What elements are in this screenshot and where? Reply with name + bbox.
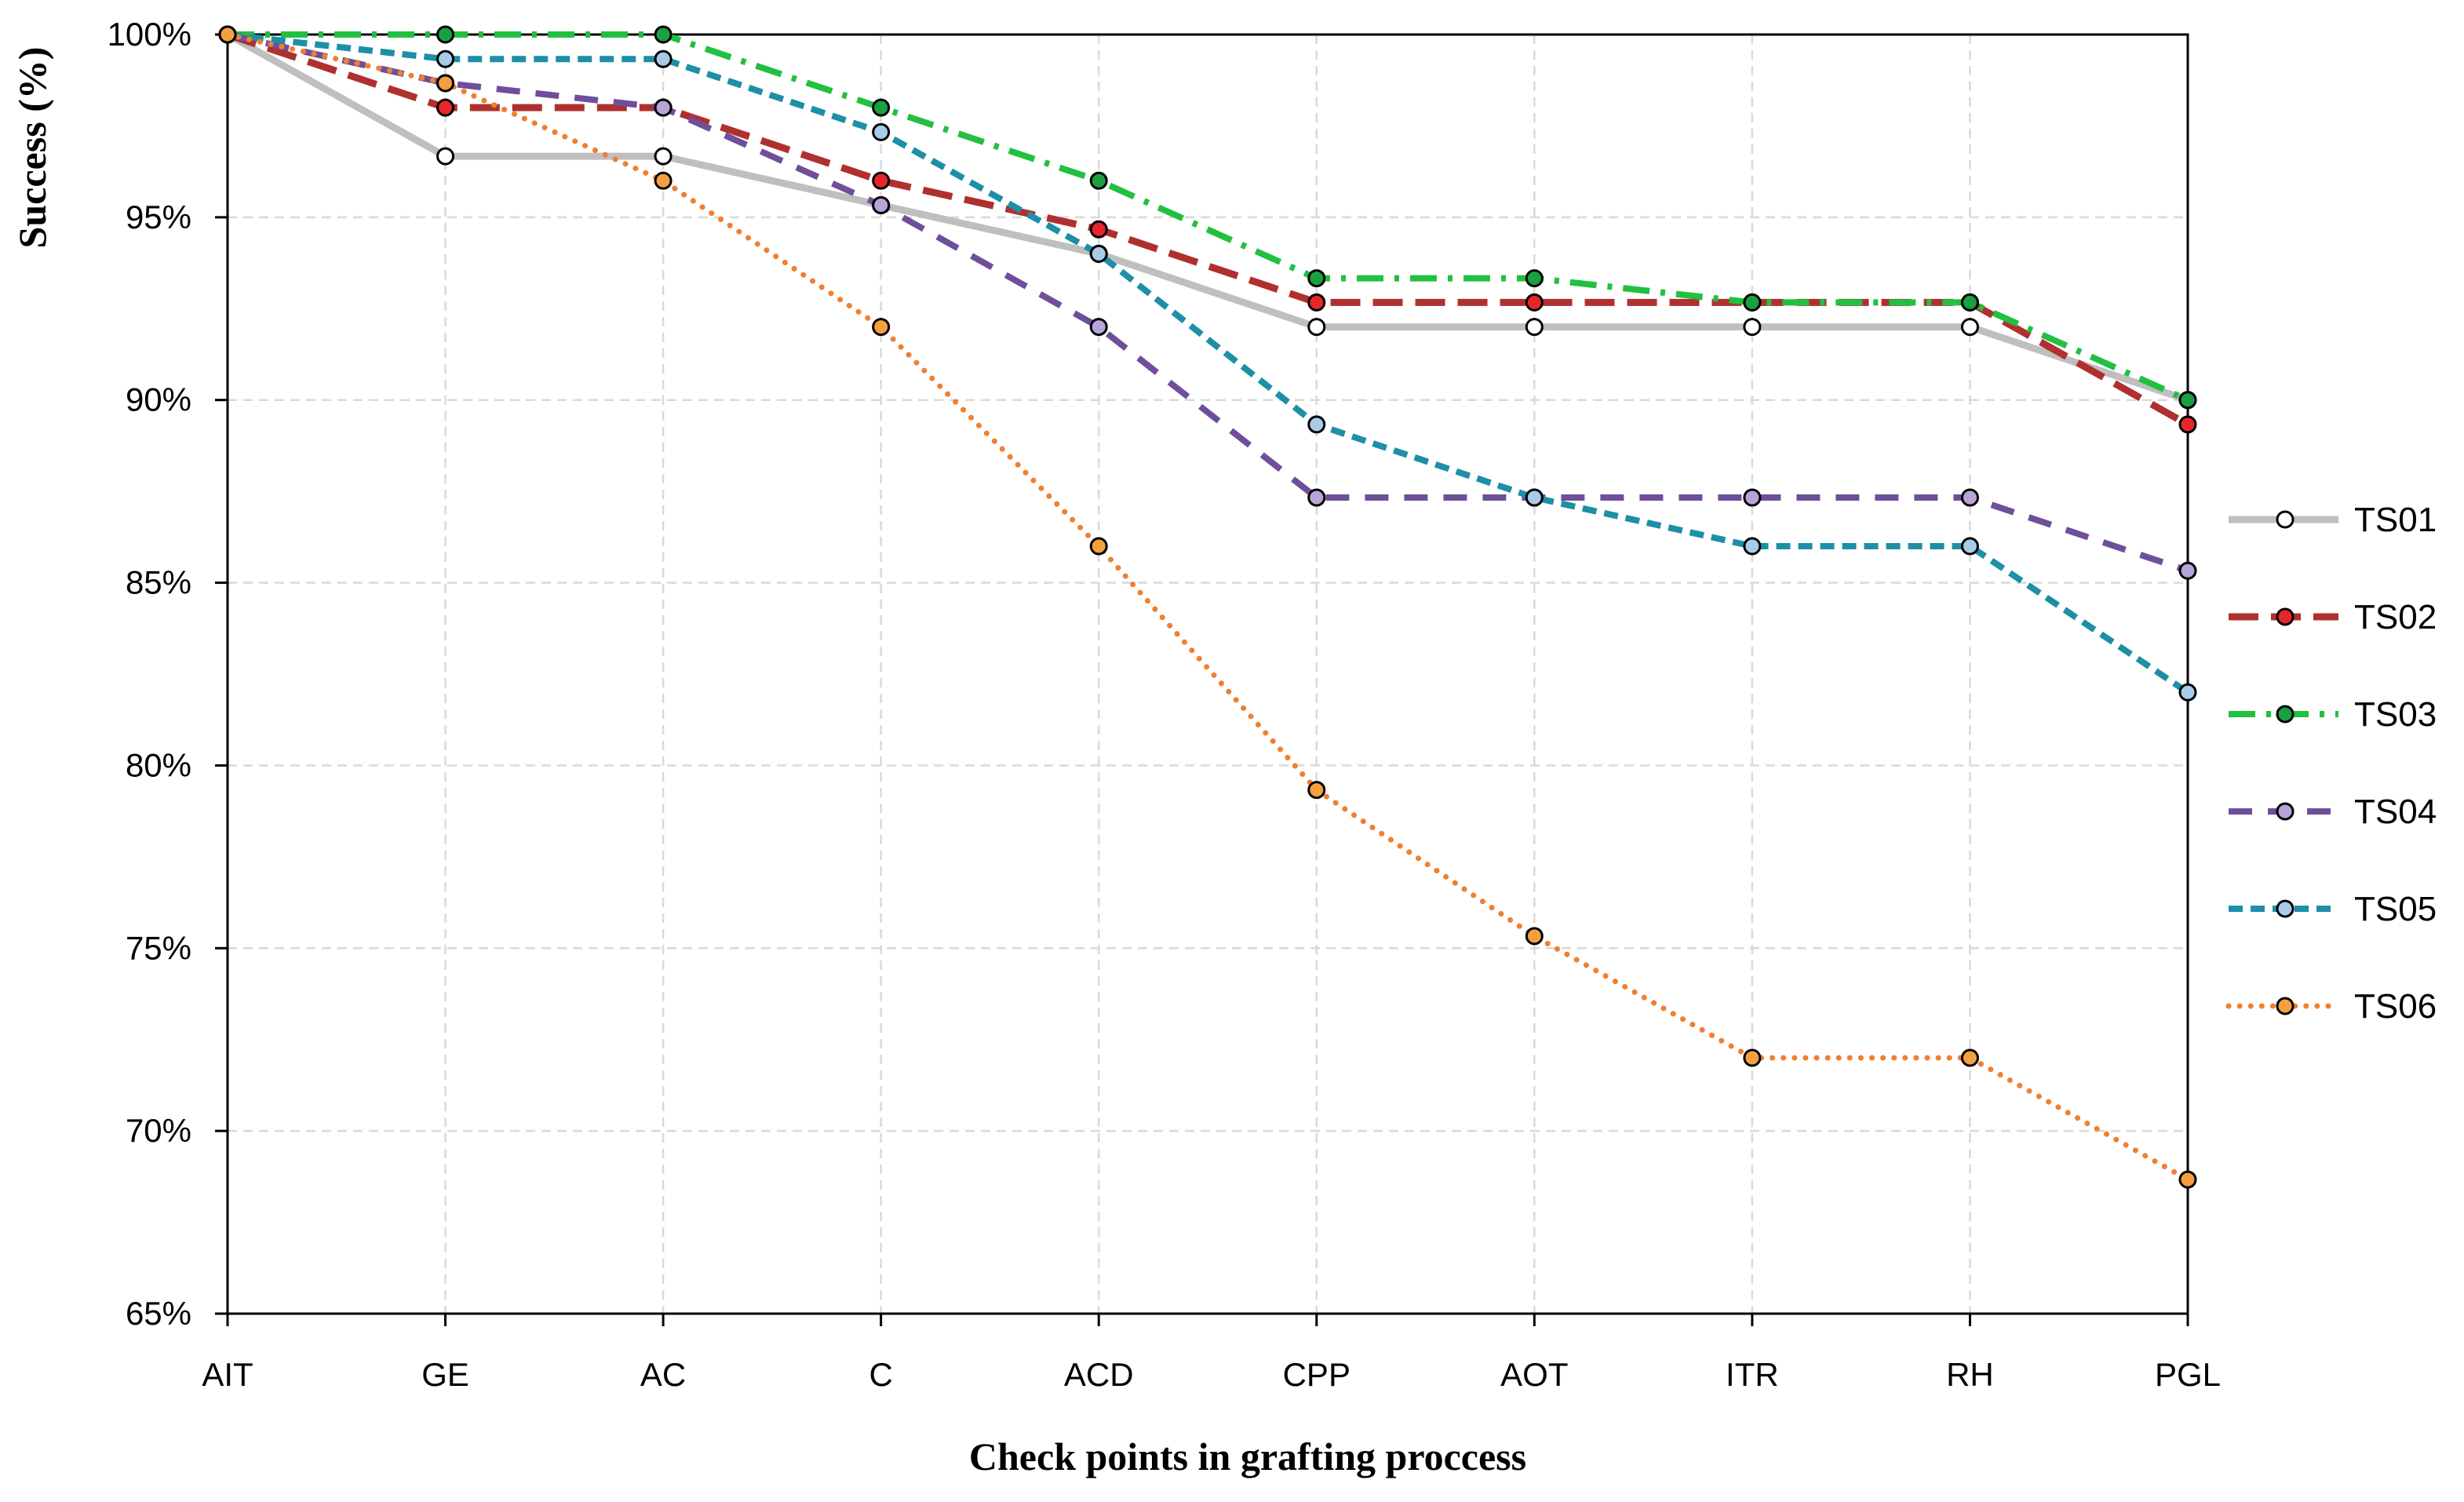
legend: TS01 TS02 TS03 TS04 TS05 TS06	[2225, 501, 2437, 1026]
x-tick-label: GE	[421, 1356, 469, 1393]
data-point-ts01	[1743, 318, 1762, 337]
data-point-ts02	[1307, 293, 1326, 312]
data-point-ts03	[1089, 171, 1108, 190]
data-point-ts06	[1525, 927, 1544, 946]
x-tick-label: C	[869, 1356, 892, 1393]
data-point-ts06	[2178, 1170, 2197, 1189]
data-point-ts04	[1743, 488, 1762, 507]
x-tick-label: AIT	[202, 1356, 253, 1393]
y-axis-ticks: 65% 70% 75% 80% 85% 90% 95% 100%	[108, 16, 228, 1332]
data-point-ts02	[436, 98, 455, 117]
x-tick-label: AC	[640, 1356, 686, 1393]
x-tick-label: ITR	[1726, 1356, 1779, 1393]
data-point-ts05	[654, 49, 672, 68]
data-point-ts02	[2178, 415, 2197, 434]
data-point-ts06	[1307, 781, 1326, 800]
data-point-ts04	[654, 98, 672, 117]
y-tick-label: 65%	[126, 1295, 191, 1332]
data-point-ts03	[654, 25, 672, 44]
data-point-ts03	[2178, 391, 2197, 410]
data-point-ts01	[1307, 318, 1326, 337]
y-tick-label: 90%	[126, 381, 191, 418]
y-tick-label: 80%	[126, 746, 191, 783]
data-point-ts03	[1743, 293, 1762, 312]
data-point-ts04	[872, 195, 891, 214]
data-point-ts06	[872, 318, 891, 337]
data-point-ts06	[1743, 1048, 1762, 1067]
series-markers	[218, 25, 2197, 1189]
data-point-ts05	[1089, 244, 1108, 263]
data-point-ts04	[2178, 561, 2197, 580]
data-point-ts06	[218, 25, 237, 44]
data-point-ts06	[436, 74, 455, 93]
data-point-ts04	[1960, 488, 1979, 507]
data-point-ts03	[1525, 269, 1544, 288]
data-point-ts05	[2178, 683, 2197, 702]
data-point-ts06	[654, 171, 672, 190]
data-point-ts05	[1743, 537, 1762, 556]
data-point-ts01	[436, 147, 455, 166]
data-point-ts02	[1525, 293, 1544, 312]
data-point-ts03	[436, 25, 455, 44]
gridlines	[228, 35, 2188, 1314]
data-point-ts04	[1307, 488, 1326, 507]
legend-label-ts05: TS05	[2354, 890, 2437, 928]
data-point-ts05	[1960, 537, 1979, 556]
legend-label-ts01: TS01	[2354, 501, 2437, 539]
x-tick-label: CPP	[1283, 1356, 1350, 1393]
y-tick-label: 100%	[108, 16, 191, 53]
series-line-ts04	[227, 31, 2189, 574]
data-point-ts03	[1307, 269, 1326, 288]
legend-marker-ts01	[2276, 510, 2295, 529]
y-tick-label: 70%	[126, 1112, 191, 1149]
legend-marker-ts04	[2276, 802, 2295, 821]
legend-label-ts02: TS02	[2354, 598, 2437, 636]
data-point-ts06	[1960, 1048, 1979, 1067]
legend-marker-ts02	[2276, 607, 2295, 626]
data-point-ts05	[436, 49, 455, 68]
series-line-ts03	[228, 31, 2189, 403]
data-point-ts01	[654, 147, 672, 166]
x-tick-label: ACD	[1064, 1356, 1134, 1393]
data-point-ts06	[1089, 537, 1108, 556]
x-axis-title: Check points in grafting proccess	[969, 1435, 1526, 1478]
x-tick-label: RH	[1946, 1356, 1994, 1393]
plot-area-frame	[226, 33, 2189, 1315]
x-tick-label: AOT	[1500, 1356, 1568, 1393]
y-tick-label: 95%	[126, 199, 191, 235]
data-point-ts05	[872, 122, 891, 141]
x-tick-label: PGL	[2155, 1356, 2221, 1393]
x-axis-ticks: AIT GE AC C ACD CPP AOT ITR RH PGL	[202, 1314, 2221, 1393]
legend-label-ts04: TS04	[2354, 793, 2437, 831]
legend-marker-ts05	[2276, 899, 2295, 918]
y-tick-label: 75%	[126, 929, 191, 966]
data-point-ts01	[1525, 318, 1544, 337]
y-tick-label: 85%	[126, 564, 191, 601]
series-line-ts01	[225, 31, 2189, 403]
data-point-ts01	[1960, 318, 1979, 337]
legend-label-ts03: TS03	[2354, 695, 2437, 734]
data-point-ts02	[872, 171, 891, 190]
data-point-ts02	[1089, 220, 1108, 239]
data-point-ts03	[872, 98, 891, 117]
series-line-ts06	[224, 31, 2191, 1183]
legend-marker-ts06	[2276, 997, 2295, 1015]
data-point-ts03	[1960, 293, 1979, 312]
y-axis-title: Success (%)	[10, 47, 54, 249]
series-lines	[224, 31, 2191, 1183]
series-line-ts05	[227, 31, 2190, 695]
legend-marker-ts03	[2276, 705, 2295, 724]
data-point-ts05	[1525, 488, 1544, 507]
legend-label-ts06: TS06	[2354, 987, 2437, 1026]
data-point-ts05	[1307, 415, 1326, 434]
data-point-ts04	[1089, 318, 1108, 337]
